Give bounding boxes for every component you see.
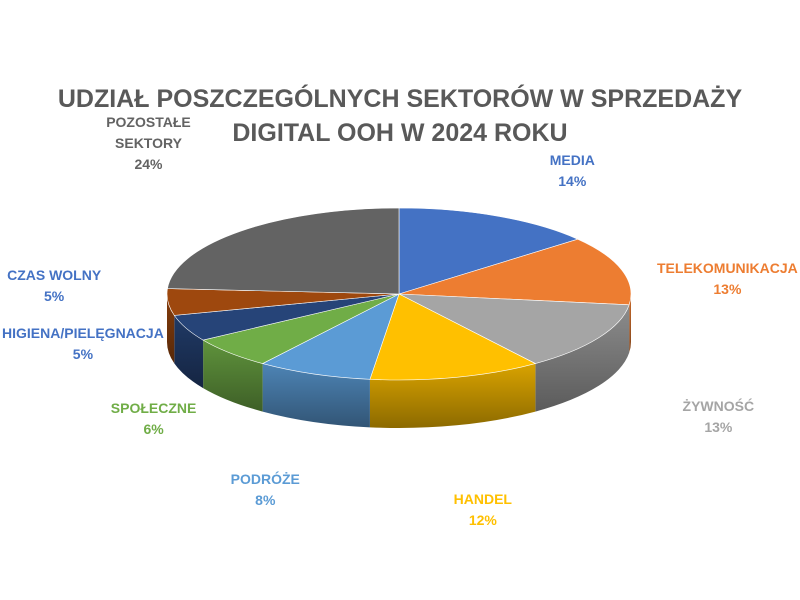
- slice-label-name-line: HANDEL: [453, 490, 512, 507]
- slice-side-higiena/pielęgnacja: [174, 315, 204, 389]
- slice-label-pozostałe-sektory: POZOSTAŁE SEKTORY 24%: [106, 112, 191, 175]
- slice-label-value: 13%: [704, 419, 733, 436]
- slice-side-podróże: [262, 363, 370, 428]
- slice-label-telekomunikacja: TELEKOMUNIKACJA 13%: [657, 258, 798, 300]
- slice-side-czas wolny: [167, 294, 175, 364]
- slice-label-value: 13%: [713, 281, 742, 298]
- slice-side-społeczne: [203, 340, 263, 412]
- slice-side-żywność: [535, 304, 630, 412]
- slice-label-name-line: SPOŁECZNE: [110, 400, 197, 417]
- slice-label-higiena/pielęgnacja: HIGIENA/PIELĘGNACJA 5%: [2, 323, 164, 365]
- slice-handel[interactable]: [369, 293, 537, 381]
- slice-label-name-line: TELEKOMUNIKACJA: [657, 260, 798, 277]
- slice-label-value: 5%: [44, 287, 65, 304]
- slice-label-czas wolny: CZAS WOLNY 5%: [7, 265, 101, 307]
- slice-label-name-line: HIGIENA/PIELĘGNACJA: [2, 324, 164, 341]
- slice-telekomunikacja[interactable]: [398, 238, 632, 306]
- slice-label-value: 8%: [255, 491, 276, 508]
- slice-label-name-line: MEDIA: [549, 152, 595, 169]
- slice-label-value: 12%: [468, 511, 497, 528]
- chart-title-line-1: UDZIAŁ POSZCZEGÓLNYCH SEKTORÓW W SPRZEDA…: [57, 85, 743, 113]
- slice-label-name-line: SEKTORY: [115, 134, 182, 151]
- slice-label-społeczne: SPOŁECZNE 6%: [111, 398, 197, 440]
- slice-label-name-line: PODRÓŻE: [230, 470, 300, 487]
- slice-side-handel: [369, 363, 536, 428]
- pie-top-faces: [166, 207, 632, 381]
- slice-label-media: MEDIA 14%: [550, 150, 595, 192]
- slice-label-name-line: ŻYWNOŚĆ: [682, 398, 755, 415]
- slice-label-handel: HANDEL 12%: [454, 489, 512, 531]
- slice-label-podróże: PODRÓŻE 8%: [231, 469, 300, 511]
- slice-pozostałe-sektory[interactable]: [167, 207, 400, 295]
- slice-label-name-line: CZAS WOLNY: [7, 266, 102, 283]
- slice-media[interactable]: [398, 207, 579, 295]
- slice-żywność[interactable]: [398, 293, 630, 364]
- chart-title: UDZIAŁ POSZCZEGÓLNYCH SEKTORÓW W SPRZEDA…: [0, 82, 800, 150]
- pie-side-walls: [167, 294, 631, 428]
- slice-label-name-line: POZOSTAŁE: [106, 113, 191, 130]
- slice-label-value: 24%: [134, 155, 163, 172]
- slice-side-telekomunikacja: [629, 294, 631, 353]
- slice-label-value: 14%: [558, 173, 587, 190]
- slice-label-value: 5%: [72, 345, 94, 362]
- chart-title-line-2: DIGITAL OOH W 2024 ROKU: [232, 119, 568, 147]
- slice-label-żywność: ŻYWNOŚĆ 13%: [683, 396, 755, 438]
- slice-podróże[interactable]: [261, 293, 400, 380]
- slice-label-value: 6%: [143, 421, 164, 438]
